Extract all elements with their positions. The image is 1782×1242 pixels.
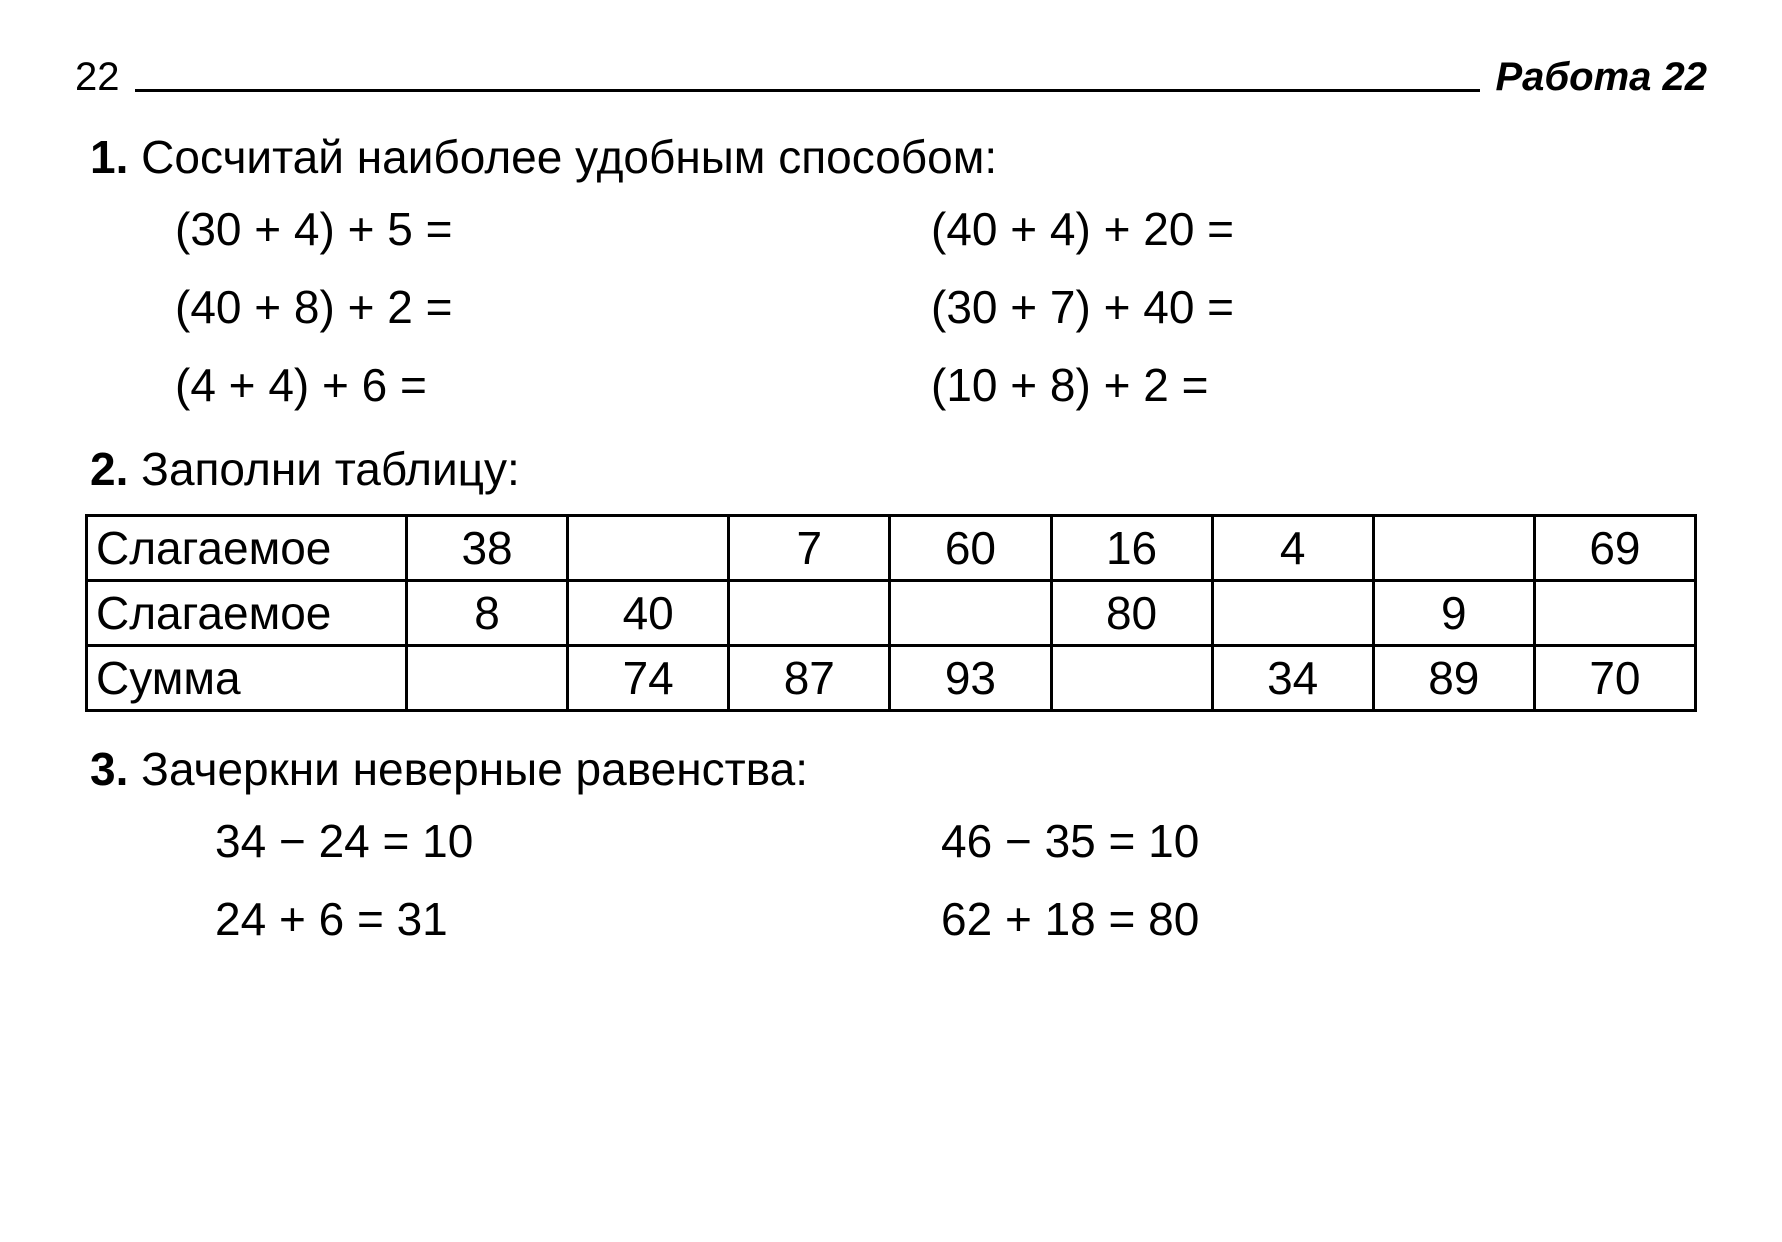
- table-cell: 69: [1534, 516, 1695, 581]
- page-number: 22: [75, 55, 120, 100]
- table-cell: 60: [890, 516, 1051, 581]
- equation: 62 + 18 = 80: [941, 892, 1647, 946]
- table-cell: 93: [890, 646, 1051, 711]
- table-cell: [1051, 646, 1212, 711]
- row-label: Сумма: [87, 646, 407, 711]
- task-1: 1. Сосчитай наиболее удобным способом: (…: [75, 130, 1707, 412]
- task-1-expressions: (30 + 4) + 5 = (40 + 4) + 20 = (40 + 8) …: [75, 202, 1707, 412]
- table-cell: 74: [568, 646, 729, 711]
- table-row: Слагаемое 8 40 80 9: [87, 581, 1696, 646]
- table-cell: 8: [407, 581, 568, 646]
- task-3-heading: 3. Зачеркни неверные равенства:: [75, 742, 1707, 796]
- table-cell: 80: [1051, 581, 1212, 646]
- table-cell: 9: [1373, 581, 1534, 646]
- task-2-heading: 2. Заполни таблицу:: [75, 442, 1707, 496]
- table-cell: [729, 581, 890, 646]
- equation: 24 + 6 = 31: [215, 892, 921, 946]
- table-cell: [890, 581, 1051, 646]
- expression: (40 + 8) + 2 =: [175, 280, 891, 334]
- expression: (10 + 8) + 2 =: [931, 358, 1647, 412]
- row-label: Слагаемое: [87, 516, 407, 581]
- task-3-equations: 34 − 24 = 10 46 − 35 = 10 24 + 6 = 31 62…: [75, 814, 1707, 946]
- equation: 34 − 24 = 10: [215, 814, 921, 868]
- table-cell: [407, 646, 568, 711]
- page-header: 22 Работа 22: [75, 55, 1707, 100]
- table-cell: 87: [729, 646, 890, 711]
- task-2-number: 2.: [90, 443, 128, 495]
- table-cell: 4: [1212, 516, 1373, 581]
- equation: 46 − 35 = 10: [941, 814, 1647, 868]
- task-2-text: Заполни таблицу:: [141, 443, 520, 495]
- worksheet-title: Работа 22: [1495, 55, 1707, 100]
- expression: (40 + 4) + 20 =: [931, 202, 1647, 256]
- addends-table: Слагаемое 38 7 60 16 4 69 Слагаемое 8 40…: [85, 514, 1697, 712]
- table-cell: 89: [1373, 646, 1534, 711]
- task-3-text: Зачеркни неверные равенства:: [141, 743, 808, 795]
- table-cell: 7: [729, 516, 890, 581]
- table-row: Слагаемое 38 7 60 16 4 69: [87, 516, 1696, 581]
- expression: (30 + 7) + 40 =: [931, 280, 1647, 334]
- table-cell: [568, 516, 729, 581]
- task-3-number: 3.: [90, 743, 128, 795]
- table-cell: [1534, 581, 1695, 646]
- task-2: 2. Заполни таблицу: Слагаемое 38 7 60 16…: [75, 442, 1707, 712]
- expression: (30 + 4) + 5 =: [175, 202, 891, 256]
- task-3: 3. Зачеркни неверные равенства: 34 − 24 …: [75, 742, 1707, 946]
- expression: (4 + 4) + 6 =: [175, 358, 891, 412]
- header-rule: [135, 89, 1481, 92]
- table-cell: 70: [1534, 646, 1695, 711]
- table-row: Сумма 74 87 93 34 89 70: [87, 646, 1696, 711]
- task-1-heading: 1. Сосчитай наиболее удобным способом:: [75, 130, 1707, 184]
- table-cell: 16: [1051, 516, 1212, 581]
- table-cell: [1373, 516, 1534, 581]
- task-1-number: 1.: [90, 131, 128, 183]
- row-label: Слагаемое: [87, 581, 407, 646]
- table-cell: 40: [568, 581, 729, 646]
- table-cell: [1212, 581, 1373, 646]
- table-cell: 38: [407, 516, 568, 581]
- task-1-text: Сосчитай наиболее удобным способом:: [141, 131, 997, 183]
- table-cell: 34: [1212, 646, 1373, 711]
- task-2-table-wrap: Слагаемое 38 7 60 16 4 69 Слагаемое 8 40…: [75, 514, 1707, 712]
